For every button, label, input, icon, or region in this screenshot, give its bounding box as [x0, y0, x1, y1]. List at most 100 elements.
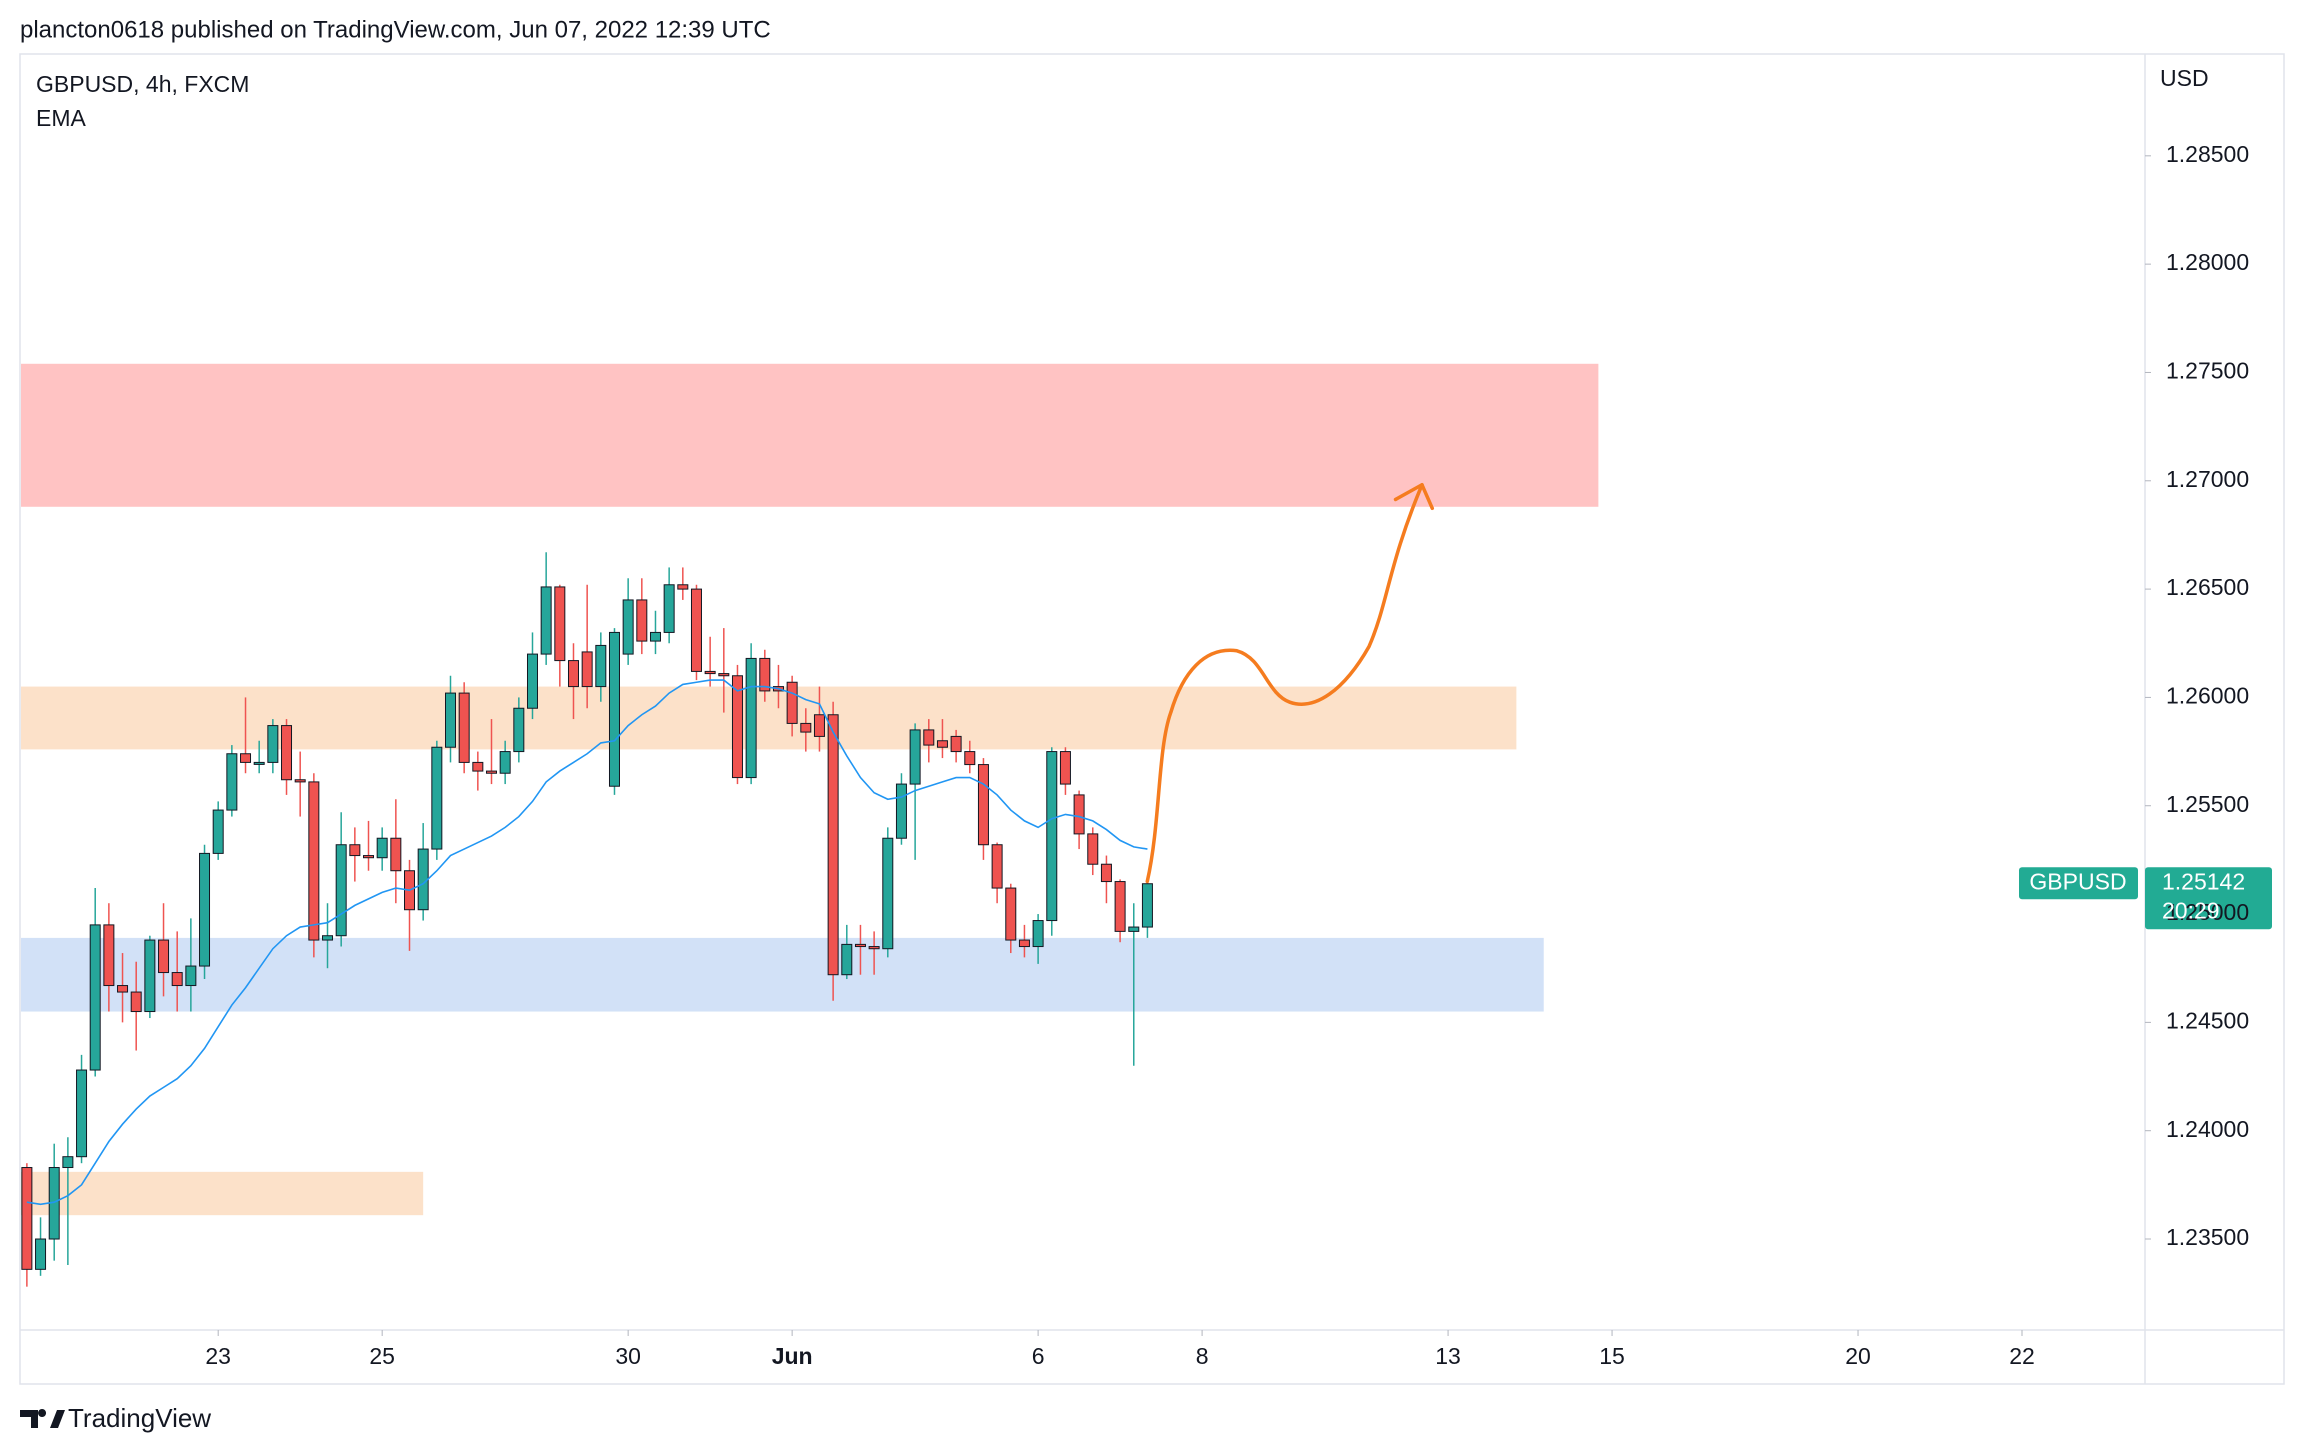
y-tick-label: 1.26500 — [2166, 574, 2249, 600]
candle-body — [199, 852, 211, 967]
candle-body — [1141, 883, 1153, 928]
candle-body — [431, 746, 443, 850]
candle-body — [1032, 920, 1044, 948]
candle-body — [458, 692, 470, 763]
candle-body — [936, 740, 948, 748]
candle-body — [1114, 881, 1126, 932]
candle-body — [1073, 794, 1085, 835]
candle-body — [513, 707, 525, 753]
candle-body — [185, 965, 197, 987]
last-price-tag — [2145, 867, 2272, 930]
candle-body — [759, 657, 771, 692]
arrow-path — [1145, 483, 1424, 884]
candle-body — [1087, 833, 1099, 865]
candle-body — [212, 809, 224, 854]
countdown-label: 20:29 — [2162, 897, 2220, 923]
candle-body — [1059, 751, 1071, 785]
symbol-title: GBPUSD, 4h, FXCM — [36, 71, 249, 97]
candle-body — [868, 946, 880, 950]
marks — [21, 155, 2272, 1336]
x-tick-label: 25 — [369, 1343, 395, 1369]
candle-body — [636, 599, 648, 642]
candle-body — [895, 783, 907, 839]
drawn-arrow — [1145, 483, 1435, 884]
candle-body — [567, 660, 579, 688]
candle-body — [923, 729, 935, 746]
candle-body — [144, 939, 156, 1013]
candle-body — [308, 781, 320, 941]
candle-body — [595, 644, 607, 688]
y-tick-label: 1.23500 — [2166, 1224, 2249, 1250]
y-tick-label: 1.25000 — [2166, 899, 2249, 925]
indicator-label: EMA — [36, 105, 87, 131]
candle-body — [472, 761, 484, 772]
zone — [21, 937, 1544, 1012]
y-tick-label: 1.24000 — [2166, 1116, 2249, 1142]
candle-body — [718, 673, 730, 677]
candle-body — [663, 584, 675, 633]
candle-body — [376, 837, 388, 859]
x-tick-label: 6 — [1032, 1343, 1045, 1369]
candle-body — [841, 943, 853, 976]
zones — [21, 363, 1599, 1216]
candle-body — [171, 972, 183, 987]
y-tick-label: 1.25500 — [2166, 791, 2249, 817]
candle-body — [854, 943, 866, 948]
x-tick-label: 22 — [2009, 1343, 2035, 1369]
y-tick-label: 1.27500 — [2166, 358, 2249, 384]
symbol-tag-label: GBPUSD — [2029, 868, 2126, 894]
candle-body — [294, 779, 306, 783]
candle-body — [991, 844, 1003, 889]
candle-body — [390, 837, 402, 872]
x-tick-label: 15 — [1599, 1343, 1625, 1369]
y-tick-label: 1.24500 — [2166, 1007, 2249, 1033]
candle-body — [322, 935, 334, 941]
candle-body — [704, 670, 716, 675]
candle-body — [1046, 751, 1058, 922]
candle-body — [76, 1069, 88, 1158]
candle-body — [554, 586, 566, 662]
ema-line — [26, 679, 1148, 1206]
candle-body — [786, 681, 798, 724]
candle-body — [158, 939, 170, 974]
candle-body — [1005, 887, 1017, 941]
candle-body — [62, 1156, 74, 1169]
candle-body — [540, 586, 552, 655]
currency-label: USD — [2160, 65, 2209, 91]
candle-body — [363, 855, 375, 859]
x-tick-label: 23 — [205, 1343, 231, 1369]
candle-body — [240, 753, 252, 763]
candle-body — [267, 725, 279, 763]
candle-body — [281, 725, 293, 781]
candle-body — [526, 653, 538, 709]
candle-body — [21, 1167, 33, 1270]
candle-body — [690, 588, 702, 672]
candle-body — [1128, 926, 1140, 932]
candle-body — [731, 675, 743, 779]
candle-body — [349, 844, 361, 857]
y-tick-label: 1.26000 — [2166, 682, 2249, 708]
candle-body — [800, 722, 812, 733]
candle-body — [581, 651, 593, 688]
candle-body — [813, 714, 825, 737]
chart-frame — [19, 53, 2285, 1385]
candle-body — [103, 924, 115, 987]
y-tick-label: 1.28500 — [2166, 141, 2249, 167]
candle-body — [608, 631, 620, 787]
last-price-label: 1.25142 — [2162, 868, 2245, 894]
x-tick-label: 8 — [1196, 1343, 1209, 1369]
candle-body — [622, 599, 634, 655]
candle-body — [445, 692, 457, 748]
candle-body — [1018, 939, 1030, 948]
candle-body — [117, 985, 129, 993]
candle-body — [499, 751, 511, 774]
zone — [21, 1171, 424, 1216]
candle-body — [882, 837, 894, 950]
y-tick-label: 1.27000 — [2166, 466, 2249, 492]
y-tick-label: 1.28000 — [2166, 249, 2249, 275]
zone — [21, 363, 1599, 507]
x-tick-label: Jun — [772, 1343, 813, 1369]
candle-body — [964, 751, 976, 766]
candle-body — [745, 657, 757, 779]
